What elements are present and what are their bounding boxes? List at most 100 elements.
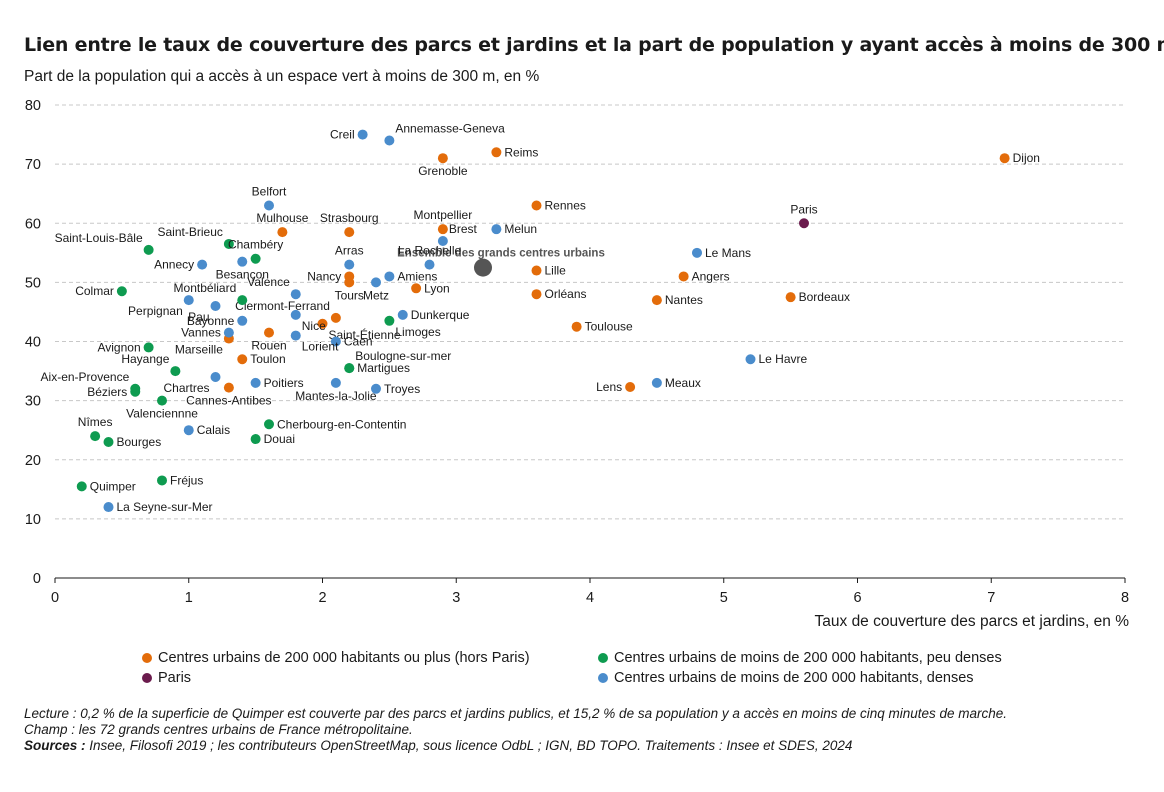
point-label-melun: Melun (504, 222, 537, 236)
point-label-poitiers: Poitiers (264, 376, 304, 390)
point-label-toulon: Toulon (250, 352, 285, 366)
point-grenoble (437, 153, 448, 164)
y-tick-label: 60 (25, 216, 41, 232)
point-label-amiens: Amiens (397, 269, 437, 283)
point-chartres (210, 371, 221, 382)
point-pau (210, 301, 221, 312)
point-label-bordeaux: Bordeaux (799, 290, 850, 304)
point-label-cherbourg-en-contentin: Cherbourg-en-Contentin (277, 417, 406, 431)
point-chambery (250, 253, 261, 264)
point-label-aix-en-provence: Aix-en-Provence (41, 370, 130, 384)
point-mantes-la-jolie (330, 377, 341, 388)
point-label-quimper: Quimper (90, 479, 136, 493)
x-tick-label: 3 (452, 590, 460, 606)
average-point (474, 258, 492, 277)
point-label-limoges: Limoges (395, 325, 440, 339)
point-nantes (651, 295, 662, 306)
point-rennes (531, 200, 542, 211)
point-label-marseille: Marseille (175, 343, 223, 357)
point-label-martigues: Martigues (357, 361, 410, 375)
point-dijon (999, 153, 1010, 164)
point-lorient (290, 330, 301, 341)
point-label-annemasse-geneva: Annemasse-Geneva (395, 121, 505, 135)
point-label-clermont-ferrand: Clermont-Ferrand (235, 299, 330, 313)
legend-item-small-dense: Centres urbains de moins de 200 000 habi… (598, 668, 1002, 688)
sources-text: Insee, Filosofi 2019 ; les contributeurs… (85, 738, 853, 753)
point-label-cannes-antibes: Cannes-Antibes (186, 394, 271, 408)
note-lecture: Lecture : 0,2 % de la superficie de Quim… (24, 706, 1008, 721)
point-nimes (90, 431, 101, 442)
point-label-saint-etienne: Saint-Étienne (329, 327, 401, 342)
point-label-frejus: Fréjus (170, 473, 203, 487)
y-tick-label: 30 (25, 394, 41, 410)
point-label-hayange: Hayange (121, 352, 169, 366)
legend-label-large: Centres urbains de 200 000 habitants ou … (158, 650, 530, 666)
point-label-mantes-la-jolie: Mantes-la-Jolie (295, 389, 377, 403)
point-montpellier (437, 224, 448, 235)
point-label-nice: Nice (302, 319, 326, 333)
x-tick-label: 2 (318, 590, 326, 606)
point-label-boulogne-sur-mer: Boulogne-sur-mer (355, 349, 451, 363)
point-lyon (411, 283, 422, 294)
point-brest (437, 235, 448, 246)
point-reims (491, 147, 502, 158)
point-label-saint-brieuc: Saint-Brieuc (158, 225, 223, 239)
point-label-troyes: Troyes (384, 382, 420, 396)
point-valence (290, 289, 301, 300)
point-label-creil: Creil (330, 128, 355, 142)
point-perpignan (183, 295, 194, 306)
point-label-chambery: Chambéry (228, 238, 283, 252)
legend-marker-small-low (598, 653, 608, 663)
point-lille (531, 265, 542, 276)
point-saint-louis-bale (143, 244, 154, 255)
x-tick-label: 8 (1121, 590, 1129, 606)
point-label-lorient: Lorient (302, 340, 339, 354)
legend-item-paris: Paris (142, 668, 530, 688)
point-label-montpellier: Montpellier (414, 208, 473, 222)
point-la-rochelle (424, 259, 435, 270)
point-label-nimes: Nîmes (78, 415, 113, 429)
point-label-reims: Reims (504, 145, 538, 159)
point-dunkerque (397, 309, 408, 320)
point-label-nancy: Nancy (307, 269, 341, 283)
note-sources: Sources : Insee, Filosofi 2019 ; les con… (24, 738, 1007, 754)
legend-label-small-dense: Centres urbains de moins de 200 000 habi… (614, 670, 974, 686)
point-nice (290, 309, 301, 320)
point-le-havre (745, 354, 756, 365)
point-label-lyon: Lyon (424, 281, 450, 295)
point-label-brest: Brest (449, 222, 478, 236)
point-saint-brieuc (223, 238, 234, 249)
point-tours (344, 277, 355, 288)
point-label-vannes: Vannes (181, 326, 221, 340)
legend-marker-small-dense (598, 673, 608, 683)
point-martigues (344, 363, 355, 374)
point-besancon (237, 256, 248, 267)
x-tick-label: 5 (720, 590, 728, 606)
point-cannes-antibes (223, 382, 234, 393)
point-label-saint-louis-bale: Saint-Louis-Bâle (55, 231, 143, 245)
point-frejus (157, 475, 167, 486)
point-valenciennne (157, 395, 167, 406)
point-annecy (197, 259, 208, 270)
point-le-mans (692, 247, 702, 258)
point-label-perpignan: Perpignan (128, 304, 183, 318)
point-label-nantes: Nantes (665, 293, 703, 307)
point-label-chartres: Chartres (163, 381, 209, 395)
point-label-toulouse: Toulouse (585, 320, 633, 334)
point-label-caen: Caen (344, 335, 373, 349)
point-label-belfort: Belfort (252, 185, 287, 199)
point-label-annecy: Annecy (154, 258, 194, 272)
point-label-meaux: Meaux (665, 376, 701, 390)
point-label-le-havre: Le Havre (759, 352, 808, 366)
point-label-colmar: Colmar (75, 284, 114, 298)
point-label-metz: Metz (363, 288, 389, 302)
legend-right: Centres urbains de moins de 200 000 habi… (598, 648, 1002, 688)
point-clermont-ferrand (330, 312, 341, 323)
y-tick-label: 10 (25, 512, 41, 528)
point-orleans (531, 289, 542, 300)
point-toulon (237, 354, 248, 365)
chart-title: Lien entre le taux de couverture des par… (24, 34, 1164, 56)
point-quimper (76, 481, 87, 492)
point-label-douai: Douai (264, 432, 295, 446)
point-label-besancon: Besançon (216, 268, 269, 282)
